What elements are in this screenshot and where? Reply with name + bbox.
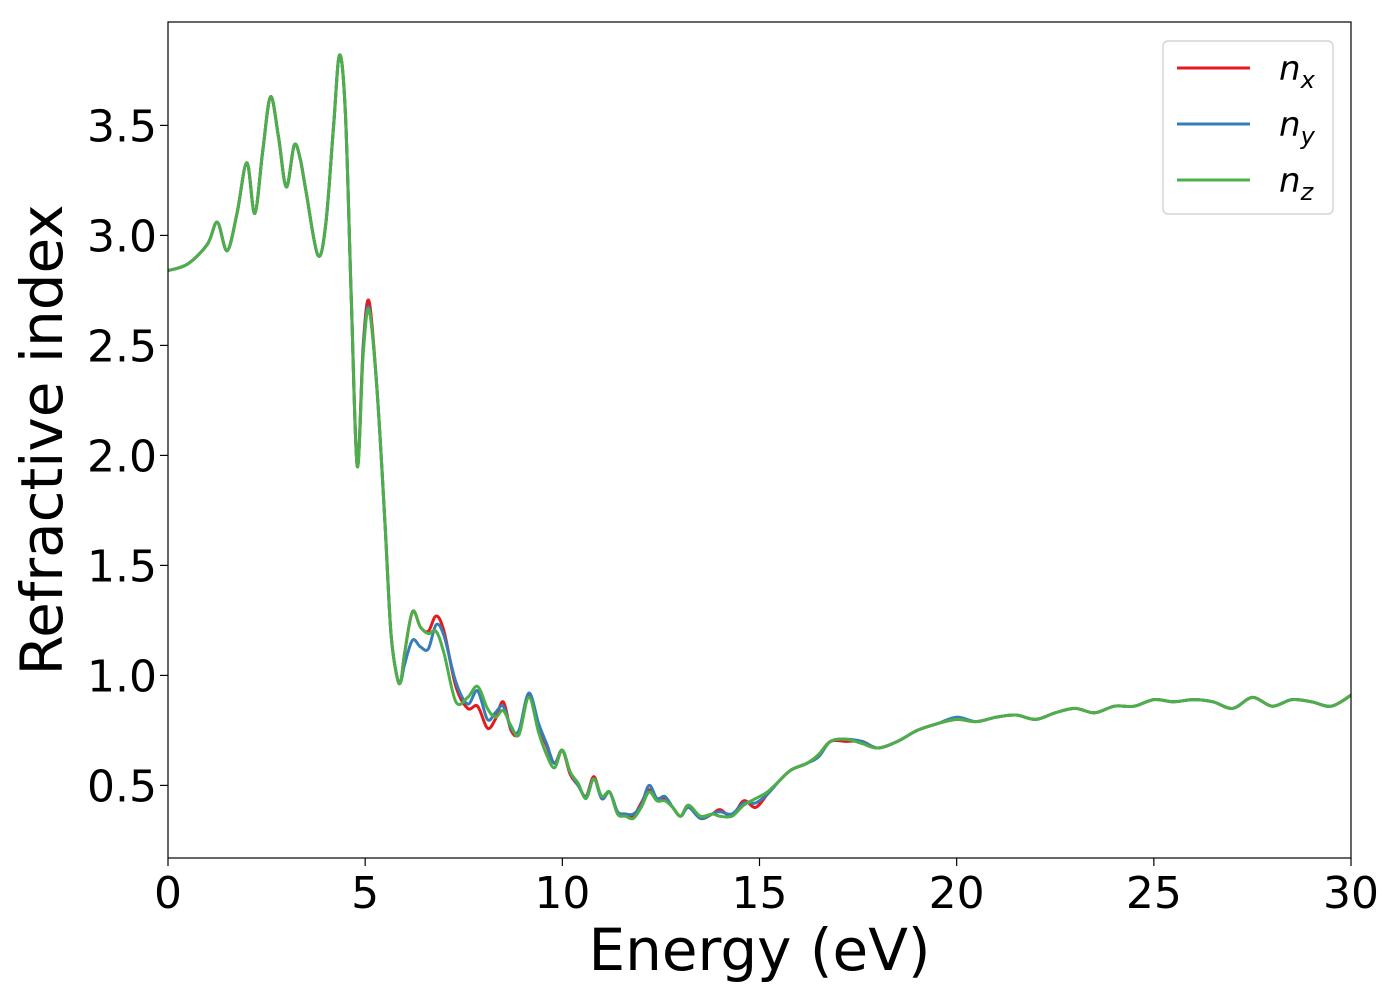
x-tick-label: 25 (1126, 868, 1182, 919)
legend-frame (1162, 40, 1334, 215)
x-tick-label: 20 (929, 868, 985, 919)
x-tick-label: 10 (534, 868, 590, 919)
x-axis: 0 5 10 15 20 25 30 (154, 858, 1379, 919)
legend-label-nz: nz (1279, 161, 1315, 206)
y-tick-label: 3.0 (87, 211, 157, 262)
series-layer (168, 53, 1351, 821)
series-line-nz (168, 53, 1351, 821)
y-tick-label: 2.5 (87, 321, 157, 372)
y-axis-label: Refractive index (8, 204, 76, 675)
y-tick-label: 2.0 (87, 431, 157, 482)
y-tick-label: 1.0 (87, 651, 157, 702)
x-tick-label: 15 (732, 868, 788, 919)
x-tick-label: 5 (351, 868, 379, 919)
y-tick-label: 1.5 (87, 541, 157, 592)
x-axis-label: Energy (eV) (588, 916, 930, 984)
y-axis: 0.5 1.0 1.5 2.0 2.5 3.0 3.5 (87, 101, 168, 812)
x-tick-label: 30 (1323, 868, 1379, 919)
y-tick-label: 3.5 (87, 101, 157, 152)
y-tick-label: 0.5 (87, 761, 157, 812)
x-tick-label: 0 (154, 868, 182, 919)
